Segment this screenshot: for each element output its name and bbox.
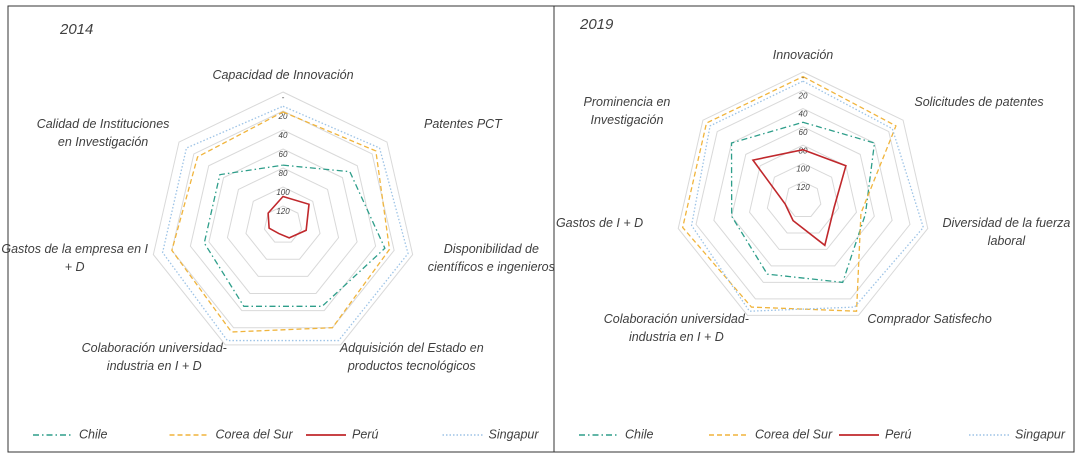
category-label: Adquisición del Estado en productos tecn…	[339, 341, 484, 374]
legend-label: Perú	[885, 427, 911, 441]
category-label: Patentes PCT	[424, 117, 502, 132]
r-tick-label: 120	[276, 207, 290, 216]
r-tick-label: 80	[279, 169, 288, 178]
legend-label: Chile	[79, 427, 108, 441]
r-tick-label: 60	[279, 150, 288, 159]
grid-ring	[208, 148, 358, 294]
r-tick-label: 40	[799, 110, 808, 119]
series-line	[161, 105, 409, 342]
series-line	[690, 80, 925, 312]
legend-label: Corea del Sur	[216, 427, 294, 441]
r-tick-label: 120	[796, 183, 810, 192]
category-label: Comprador Satisfecho	[867, 311, 992, 326]
category-label: Innovación	[772, 48, 834, 62]
category-label: Diversidad de la fuerza laboral	[942, 215, 1071, 248]
grid-ring	[695, 89, 911, 300]
legend-label: Perú	[352, 427, 378, 441]
chart-title: 2019	[579, 16, 614, 33]
series-line	[751, 148, 847, 247]
grid-ring	[245, 186, 321, 260]
series-line	[203, 164, 386, 307]
r-tick-label: -	[282, 93, 285, 102]
legend-label: Singapur	[489, 427, 540, 441]
grid-ring	[677, 71, 929, 316]
category-label: Gastos de la empresa en I + D	[1, 241, 148, 274]
chart-title: 2014	[59, 21, 93, 38]
category-label: Prominencia en Investigación	[583, 95, 671, 128]
series-line	[730, 121, 876, 284]
category-label: Colaboración universidad-industria en I …	[603, 311, 749, 344]
series-line	[267, 195, 310, 239]
grid-ring	[171, 110, 395, 329]
legend-label: Singapur	[1015, 427, 1066, 441]
series-line	[171, 111, 391, 333]
grid-ring	[713, 108, 893, 283]
grid-ring	[152, 91, 414, 346]
r-tick-label: 60	[799, 128, 808, 137]
r-tick-label: 40	[279, 131, 288, 140]
category-label: Solicitudes de patentes	[914, 95, 1044, 110]
grid-ring	[784, 181, 822, 217]
r-tick-label: 100	[796, 165, 810, 174]
panel-frame	[553, 5, 1075, 453]
category-label: Disponibilidad de científicos e ingenier…	[427, 241, 555, 274]
r-tick-label: -	[802, 73, 805, 82]
legend-label: Chile	[625, 427, 654, 441]
grid-ring	[226, 167, 340, 277]
r-tick-label: 20	[278, 112, 288, 121]
series-line	[681, 75, 897, 312]
category-label: Calidad de Instituciones en Investigació…	[36, 117, 170, 150]
r-tick-label: 80	[799, 146, 808, 155]
category-label: Colaboración universidad-industria en I …	[81, 341, 227, 374]
r-tick-label: 20	[798, 91, 808, 100]
grid-ring	[731, 126, 875, 267]
r-tick-label: 100	[276, 188, 290, 197]
grid-ring	[766, 162, 840, 234]
grid-ring	[748, 144, 858, 250]
category-label: Gastos de I + D	[555, 215, 644, 230]
category-label: Capacidad de Innovación	[212, 68, 354, 82]
legend-label: Corea del Sur	[755, 427, 833, 441]
grid-ring	[189, 129, 377, 312]
